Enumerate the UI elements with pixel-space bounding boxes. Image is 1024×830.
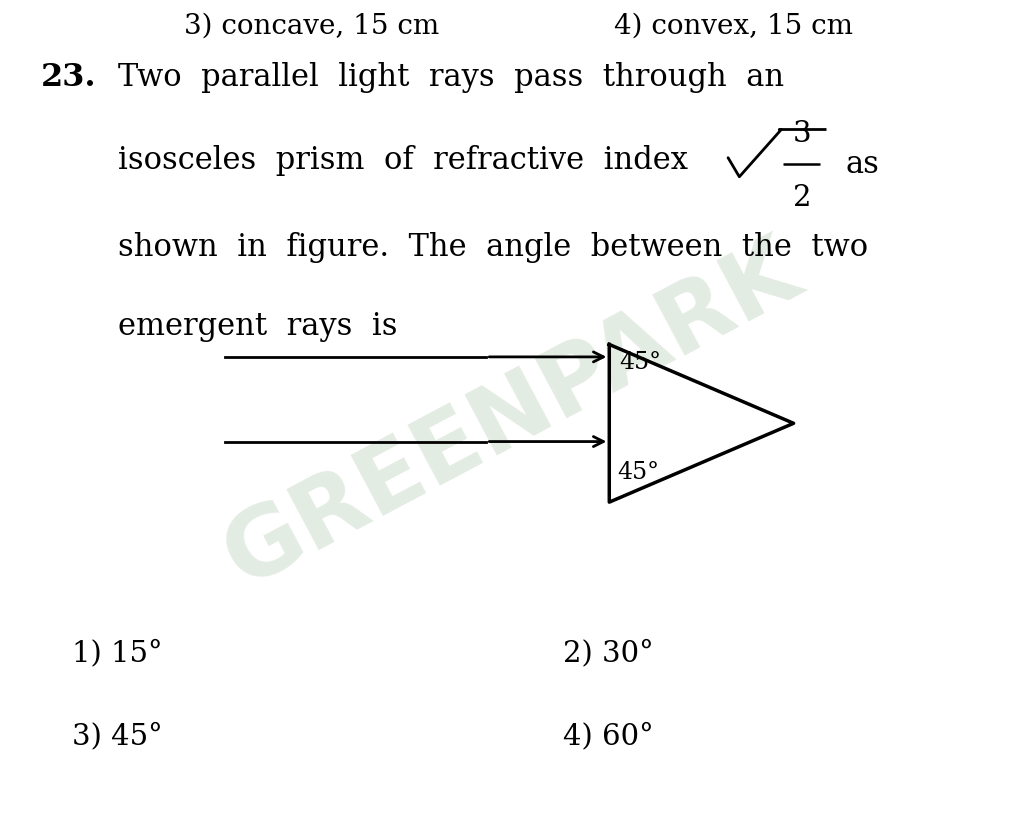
Text: 23.: 23.: [41, 62, 96, 93]
Text: Two  parallel  light  rays  pass  through  an: Two parallel light rays pass through an: [118, 62, 784, 93]
Text: 3) concave, 15 cm: 3) concave, 15 cm: [184, 12, 439, 40]
Text: 3) 45°: 3) 45°: [72, 722, 163, 750]
Text: 2: 2: [793, 184, 811, 212]
Text: isosceles  prism  of  refractive  index: isosceles prism of refractive index: [118, 145, 688, 176]
Text: 45°: 45°: [620, 351, 662, 374]
Text: emergent  rays  is: emergent rays is: [118, 311, 397, 342]
Text: 45°: 45°: [617, 461, 659, 484]
Text: as: as: [846, 149, 880, 180]
Text: GREENPARK: GREENPARK: [209, 225, 815, 605]
Text: 2) 30°: 2) 30°: [563, 639, 654, 667]
Text: 4) 60°: 4) 60°: [563, 722, 654, 750]
Text: shown  in  figure.  The  angle  between  the  two: shown in figure. The angle between the t…: [118, 232, 868, 263]
Text: 3: 3: [793, 120, 811, 148]
Text: 4) convex, 15 cm: 4) convex, 15 cm: [614, 12, 853, 40]
Text: 1) 15°: 1) 15°: [72, 639, 162, 667]
